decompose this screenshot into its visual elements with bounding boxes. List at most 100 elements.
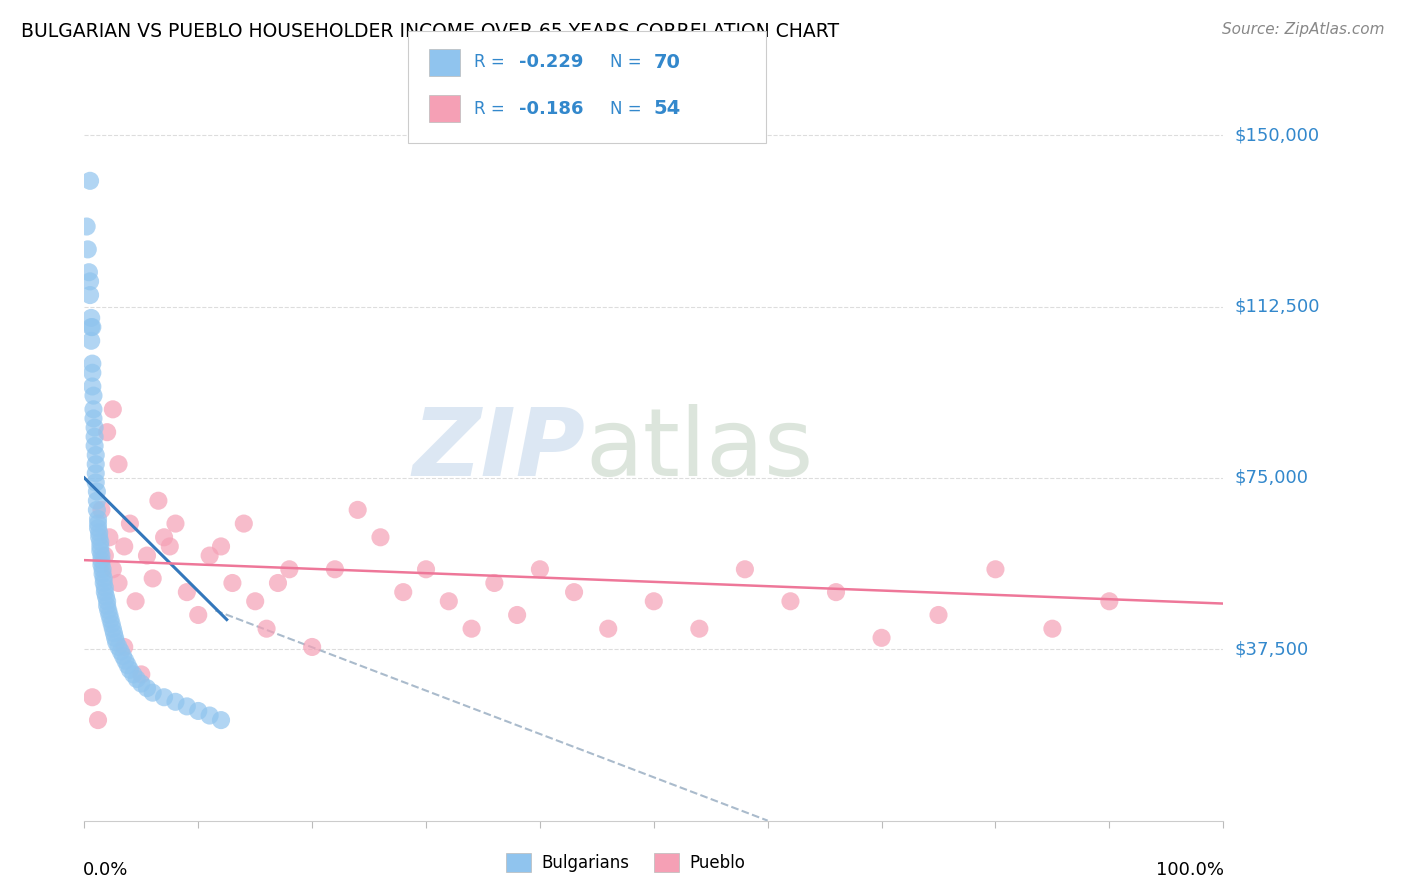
Bulgarians — [93, 571, 115, 585]
Bulgarians — [209, 713, 232, 727]
Bulgarians — [89, 544, 111, 558]
Bulgarians — [101, 622, 124, 636]
Bulgarians — [89, 540, 111, 554]
Pueblo — [415, 562, 437, 576]
Text: -0.186: -0.186 — [519, 100, 583, 118]
Pueblo — [98, 530, 121, 544]
Text: Source: ZipAtlas.com: Source: ZipAtlas.com — [1222, 22, 1385, 37]
Bulgarians — [84, 448, 107, 462]
Bulgarians — [77, 265, 100, 279]
Pueblo — [301, 640, 323, 654]
Bulgarians — [84, 467, 107, 481]
Bulgarians — [98, 607, 121, 622]
Text: N =: N = — [610, 54, 647, 71]
Bulgarians — [125, 672, 148, 686]
Text: $150,000: $150,000 — [1234, 126, 1319, 145]
Pueblo — [643, 594, 665, 608]
Bulgarians — [187, 704, 209, 718]
Pueblo — [209, 540, 232, 554]
Pueblo — [323, 562, 346, 576]
Bulgarians — [80, 334, 103, 348]
Bulgarians — [96, 594, 118, 608]
Pueblo — [779, 594, 801, 608]
Bulgarians — [82, 366, 104, 380]
Pueblo — [484, 576, 506, 591]
Pueblo — [460, 622, 482, 636]
Pueblo — [176, 585, 198, 599]
Pueblo — [107, 457, 129, 471]
Pueblo — [101, 402, 124, 417]
Text: Pueblo: Pueblo — [689, 854, 745, 871]
Pueblo — [928, 607, 950, 622]
Bulgarians — [90, 549, 112, 563]
Pueblo — [825, 585, 848, 599]
Pueblo — [221, 576, 243, 591]
Bulgarians — [76, 243, 98, 257]
Bulgarians — [87, 516, 110, 531]
Bulgarians — [82, 389, 104, 403]
Pueblo — [112, 640, 135, 654]
Bulgarians — [97, 603, 120, 617]
Bulgarians — [94, 581, 117, 595]
Bulgarians — [84, 457, 107, 471]
Bulgarians — [122, 667, 145, 681]
Pueblo — [118, 516, 141, 531]
Bulgarians — [82, 320, 104, 334]
Pueblo — [245, 594, 267, 608]
Bulgarians — [93, 576, 115, 591]
Text: R =: R = — [474, 100, 510, 118]
Pueblo — [94, 549, 117, 563]
Bulgarians — [87, 512, 110, 526]
Bulgarians — [94, 590, 117, 604]
Bulgarians — [118, 663, 141, 677]
Bulgarians — [103, 626, 125, 640]
Bulgarians — [112, 649, 135, 664]
Bulgarians — [83, 439, 105, 453]
Pueblo — [153, 530, 176, 544]
Bulgarians — [83, 430, 105, 444]
Bulgarians — [176, 699, 198, 714]
Pueblo — [506, 607, 529, 622]
Bulgarians — [105, 635, 128, 649]
Bulgarians — [82, 357, 104, 371]
Pueblo — [165, 516, 187, 531]
Bulgarians — [94, 585, 117, 599]
Pueblo — [87, 713, 110, 727]
Pueblo — [124, 594, 146, 608]
Pueblo — [112, 540, 135, 554]
Bulgarians — [110, 644, 132, 658]
Text: R =: R = — [474, 54, 510, 71]
Bulgarians — [142, 686, 165, 700]
Pueblo — [131, 667, 153, 681]
Pueblo — [198, 549, 221, 563]
Bulgarians — [117, 658, 139, 673]
Pueblo — [688, 622, 710, 636]
Bulgarians — [90, 558, 112, 572]
Pueblo — [82, 690, 104, 705]
Text: N =: N = — [610, 100, 647, 118]
Pueblo — [187, 607, 209, 622]
Bulgarians — [89, 525, 111, 540]
Bulgarians — [84, 475, 107, 490]
Bulgarians — [79, 174, 101, 188]
Pueblo — [984, 562, 1007, 576]
Pueblo — [1098, 594, 1121, 608]
Text: -0.229: -0.229 — [519, 54, 583, 71]
Pueblo — [142, 571, 165, 585]
Bulgarians — [80, 320, 103, 334]
Text: 70: 70 — [654, 53, 681, 72]
Bulgarians — [198, 708, 221, 723]
Bulgarians — [165, 695, 187, 709]
Pueblo — [136, 549, 159, 563]
Pueblo — [370, 530, 392, 544]
Bulgarians — [83, 420, 105, 434]
Bulgarians — [87, 521, 110, 535]
Pueblo — [529, 562, 551, 576]
Bulgarians — [76, 219, 98, 234]
Bulgarians — [79, 274, 101, 288]
Bulgarians — [86, 484, 108, 499]
Text: 54: 54 — [654, 99, 681, 119]
Pueblo — [598, 622, 620, 636]
Bulgarians — [114, 654, 136, 668]
Pueblo — [562, 585, 585, 599]
